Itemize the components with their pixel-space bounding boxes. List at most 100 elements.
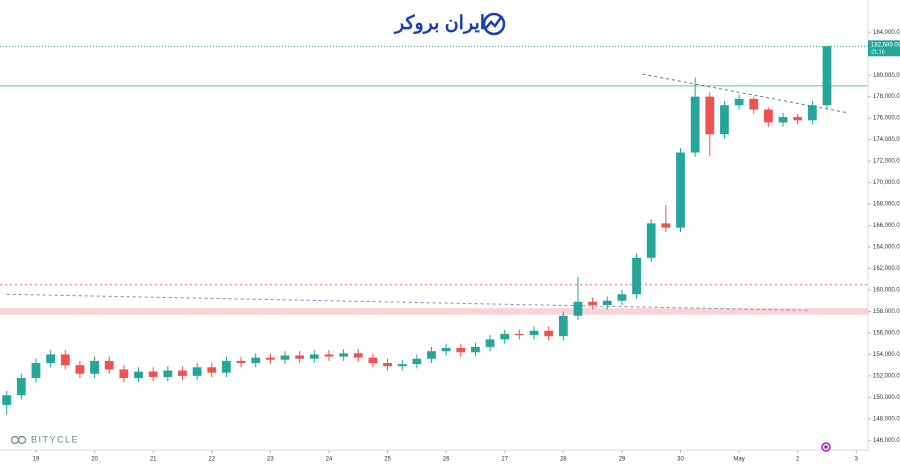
- candle-body: [514, 334, 524, 336]
- y-tick-label: 152,000.00: [873, 373, 900, 379]
- y-tick-label: 148,000.00: [873, 416, 900, 422]
- candle-body: [485, 339, 495, 347]
- candle-body: [500, 334, 510, 340]
- candle-body: [822, 46, 832, 106]
- candle-body: [749, 98, 759, 110]
- y-tick-label: 162,000.00: [873, 266, 900, 272]
- candle-body: [705, 96, 715, 135]
- candle-body: [427, 351, 436, 359]
- candle-body: [265, 357, 275, 360]
- candle-body: [134, 371, 143, 379]
- candle-body: [236, 360, 246, 364]
- candle-body: [588, 301, 598, 306]
- candle-body: [793, 117, 803, 121]
- candle-body: [148, 371, 158, 377]
- candle-body: [353, 353, 363, 358]
- candle-body: [441, 347, 451, 352]
- candle-body: [734, 98, 744, 106]
- candle-body: [646, 223, 656, 258]
- candle-body: [676, 152, 685, 228]
- price-tag-label: 182,689.00: [871, 42, 900, 48]
- candle-body: [16, 378, 26, 396]
- candle-body: [75, 365, 85, 374]
- x-tick-label: 27: [501, 457, 508, 463]
- x-tick-label: 29: [619, 457, 626, 463]
- y-tick-label: 160,000.00: [873, 288, 900, 294]
- x-tick-label: 24: [326, 457, 333, 463]
- candle-body: [251, 357, 261, 364]
- y-tick-label: 176,000.00: [873, 116, 900, 122]
- x-tick-label: 28: [560, 457, 567, 463]
- candle-body: [222, 360, 231, 373]
- x-tick-label: 23: [267, 457, 274, 463]
- y-tick-label: 150,000.00: [873, 395, 900, 401]
- y-tick-label: 166,000.00: [873, 223, 900, 229]
- y-tick-label: 170,000.00: [873, 180, 900, 186]
- x-tick-label: 3: [855, 457, 859, 463]
- watermark: BITYCLE: [31, 434, 79, 444]
- x-tick-label: 21: [150, 457, 157, 463]
- candle-body: [2, 395, 12, 405]
- candle-body: [324, 354, 334, 357]
- y-tick-label: 156,000.00: [873, 331, 900, 337]
- candle-body: [295, 355, 305, 359]
- candle-body: [339, 353, 348, 357]
- trendline: [642, 73, 848, 114]
- y-tick-label: 168,000.00: [873, 202, 900, 208]
- plot-area: [0, 45, 868, 415]
- y-tick-label: 164,000.00: [873, 245, 900, 251]
- candle-body: [661, 223, 671, 228]
- candle-body: [573, 301, 583, 316]
- candle-body: [90, 360, 99, 374]
- x-tick-label: 2: [796, 457, 800, 463]
- candle-body: [617, 294, 627, 301]
- y-tick-label: 184,000.00: [873, 30, 900, 36]
- watermark-icon: [10, 435, 27, 445]
- candle-body: [807, 105, 817, 121]
- candle-body: [397, 364, 407, 367]
- countdown: 21:16: [871, 49, 885, 55]
- logo-text: ایران بروکر: [393, 13, 485, 34]
- candle-body: [720, 105, 729, 135]
- y-tick-label: 180,000.00: [873, 73, 900, 79]
- y-tick-label: 158,000.00: [873, 309, 900, 315]
- candle-body: [178, 370, 187, 376]
- candle-body: [544, 330, 554, 337]
- candle-body: [280, 355, 290, 360]
- candle-body: [31, 363, 41, 379]
- x-tick-label: May: [733, 457, 744, 463]
- candle-body: [529, 330, 539, 336]
- x-tick-label: 26: [443, 457, 450, 463]
- candle-body: [602, 300, 612, 306]
- candle-body: [368, 357, 378, 364]
- x-tick-label: 20: [91, 457, 98, 463]
- y-tick-label: 172,000.00: [873, 159, 900, 165]
- candle-body: [763, 109, 773, 123]
- x-tick-label: 30: [677, 457, 684, 463]
- candle-body: [207, 367, 217, 373]
- candle-body: [309, 354, 319, 359]
- candle-body: [412, 358, 422, 365]
- logo-icon: [482, 12, 506, 36]
- trendline: [6, 293, 810, 311]
- y-tick-label: 154,000.00: [873, 352, 900, 358]
- candle-body: [690, 96, 700, 153]
- candle-body: [471, 346, 480, 353]
- candle-body: [456, 347, 466, 353]
- candle-body: [192, 367, 202, 376]
- candle-body: [104, 360, 114, 370]
- candle-body: [778, 117, 788, 123]
- y-tick-label: 178,000.00: [873, 94, 900, 100]
- candle-body: [46, 354, 56, 364]
- x-tick-label: 19: [33, 457, 40, 463]
- x-tick-label: 22: [208, 457, 215, 463]
- candle-body: [632, 257, 641, 295]
- price-tag: [868, 40, 900, 57]
- candle-body: [383, 363, 392, 367]
- indicator-dot: [824, 445, 828, 449]
- y-tick-label: 174,000.00: [873, 137, 900, 143]
- indicator-icon[interactable]: [821, 442, 831, 452]
- x-tick-label: 25: [384, 457, 391, 463]
